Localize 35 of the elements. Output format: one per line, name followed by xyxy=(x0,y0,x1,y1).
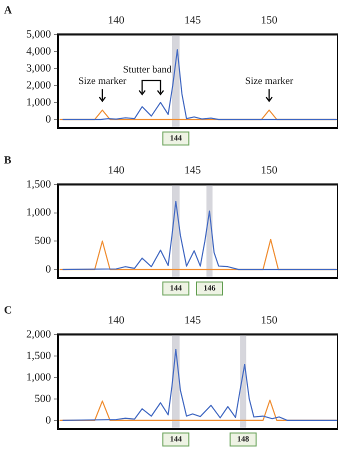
y-tick-label: 3,000 xyxy=(26,62,52,74)
chart-title: B xyxy=(4,154,12,166)
y-tick-label: 1,000 xyxy=(26,206,52,219)
band-label: 144 xyxy=(170,134,182,143)
band-label: 144 xyxy=(170,284,182,293)
y-tick-label: 1,000 xyxy=(26,371,52,384)
x-tick-label: 140 xyxy=(108,164,125,177)
annotation: Stutter band xyxy=(123,64,172,76)
y-tick-label: 0 xyxy=(46,113,52,126)
x-tick-label: 150 xyxy=(260,14,278,27)
y-tick-label: 500 xyxy=(34,235,52,248)
band-label: 144 xyxy=(170,434,182,444)
y-tick-label: 2,000 xyxy=(26,79,52,92)
x-tick-label: 145 xyxy=(184,314,202,327)
y-tick-label: 0 xyxy=(46,414,52,426)
y-tick-label: 1,500 xyxy=(26,178,52,190)
y-tick-label: 0 xyxy=(46,263,52,276)
chart-title: C xyxy=(4,304,12,316)
x-tick-label: 145 xyxy=(184,14,202,27)
x-tick-label: 145 xyxy=(184,164,202,177)
x-tick-label: 140 xyxy=(108,14,125,27)
chart-title: A xyxy=(4,4,12,16)
y-tick-label: 5,000 xyxy=(26,28,52,40)
annotation: Size marker xyxy=(245,76,294,88)
y-tick-label: 1,000 xyxy=(26,96,52,108)
x-tick-label: 150 xyxy=(260,314,278,327)
y-tick-label: 1,500 xyxy=(26,350,52,362)
x-tick-label: 150 xyxy=(260,164,278,177)
band-label: 148 xyxy=(237,434,250,444)
y-tick-label: 2,000 xyxy=(26,328,52,340)
band-label: 146 xyxy=(203,284,216,293)
y-tick-label: 4,000 xyxy=(26,45,52,58)
x-tick-label: 140 xyxy=(108,314,125,327)
annotation: Size marker xyxy=(78,76,128,88)
y-tick-label: 500 xyxy=(34,392,52,405)
